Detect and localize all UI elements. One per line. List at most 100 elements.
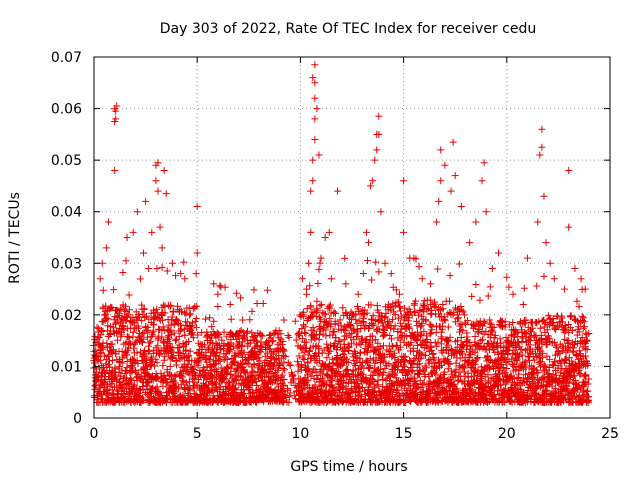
- data-point: [472, 281, 480, 289]
- data-point: [104, 218, 112, 226]
- data-point: [210, 317, 218, 325]
- data-point: [97, 356, 105, 364]
- data-point: [407, 339, 415, 347]
- data-point: [471, 349, 479, 357]
- data-point: [177, 325, 185, 333]
- data-point: [484, 292, 492, 300]
- data-point: [373, 146, 381, 154]
- data-point: [309, 156, 317, 164]
- data-point: [395, 290, 403, 298]
- data-point: [460, 311, 468, 319]
- data-point: [307, 228, 315, 236]
- data-point: [189, 334, 197, 342]
- data-point: [538, 337, 546, 345]
- data-point: [391, 302, 399, 310]
- data-point: [188, 322, 196, 330]
- data-point: [501, 398, 509, 406]
- data-point: [185, 337, 193, 345]
- data-point: [454, 336, 462, 344]
- data-point: [336, 316, 344, 324]
- data-point: [147, 390, 155, 398]
- data-point: [241, 390, 249, 398]
- data-point: [126, 339, 134, 347]
- data-point: [318, 301, 326, 309]
- data-point: [426, 296, 434, 304]
- data-point: [186, 310, 194, 318]
- data-point: [353, 376, 361, 384]
- data-point: [103, 314, 111, 322]
- data-point: [460, 364, 468, 372]
- data-point: [121, 302, 129, 310]
- data-point: [423, 306, 431, 314]
- data-point: [417, 323, 425, 331]
- data-point: [454, 376, 462, 384]
- data-point: [350, 327, 358, 335]
- data-point: [562, 356, 570, 364]
- data-point: [380, 329, 388, 337]
- data-point: [114, 391, 122, 399]
- data-point: [488, 264, 496, 272]
- data-point: [286, 389, 294, 397]
- data-point: [396, 343, 404, 351]
- data-point: [476, 376, 484, 384]
- data-point: [538, 317, 546, 325]
- data-point: [354, 290, 362, 298]
- data-point: [263, 350, 271, 358]
- data-point: [531, 333, 539, 341]
- data-point: [96, 275, 104, 283]
- data-point: [110, 346, 118, 354]
- data-point: [145, 347, 153, 355]
- data-point: [559, 318, 567, 326]
- data-point: [492, 394, 500, 402]
- data-point: [119, 268, 127, 276]
- data-point: [223, 356, 231, 364]
- data-point: [418, 312, 426, 320]
- data-point: [223, 369, 231, 377]
- data-point: [430, 354, 438, 362]
- data-point: [271, 359, 279, 367]
- data-point: [540, 192, 548, 200]
- data-point: [246, 384, 254, 392]
- data-point: [167, 301, 175, 309]
- data-point: [109, 324, 117, 332]
- data-point: [453, 311, 461, 319]
- data-point: [212, 384, 220, 392]
- data-point: [140, 249, 148, 257]
- data-point: [168, 259, 176, 267]
- data-point: [325, 303, 333, 311]
- data-point: [256, 347, 264, 355]
- data-point: [422, 351, 430, 359]
- data-point: [444, 323, 452, 331]
- data-point: [258, 343, 266, 351]
- data-point: [574, 386, 582, 394]
- data-point: [295, 352, 303, 360]
- data-point: [158, 263, 166, 271]
- data-point: [108, 340, 116, 348]
- data-point: [369, 312, 377, 320]
- data-point: [387, 335, 395, 343]
- data-point: [408, 368, 416, 376]
- data-point: [232, 289, 240, 297]
- data-point: [127, 362, 135, 370]
- data-point: [169, 308, 177, 316]
- data-point: [389, 316, 397, 324]
- data-point: [165, 335, 173, 343]
- data-point: [434, 265, 442, 273]
- data-point: [139, 335, 147, 343]
- data-point: [226, 342, 234, 350]
- data-point: [575, 347, 583, 355]
- data-point: [529, 370, 537, 378]
- data-point: [263, 286, 271, 294]
- data-point: [449, 396, 457, 404]
- data-point: [368, 322, 376, 330]
- data-point: [250, 361, 258, 369]
- data-point: [380, 314, 388, 322]
- y-tick-label: 0.05: [51, 153, 82, 169]
- data-point: [105, 357, 113, 365]
- data-point: [476, 296, 484, 304]
- data-point: [125, 306, 133, 314]
- data-point: [148, 228, 156, 236]
- data-point: [391, 322, 399, 330]
- data-point: [431, 298, 439, 306]
- data-point: [322, 332, 330, 340]
